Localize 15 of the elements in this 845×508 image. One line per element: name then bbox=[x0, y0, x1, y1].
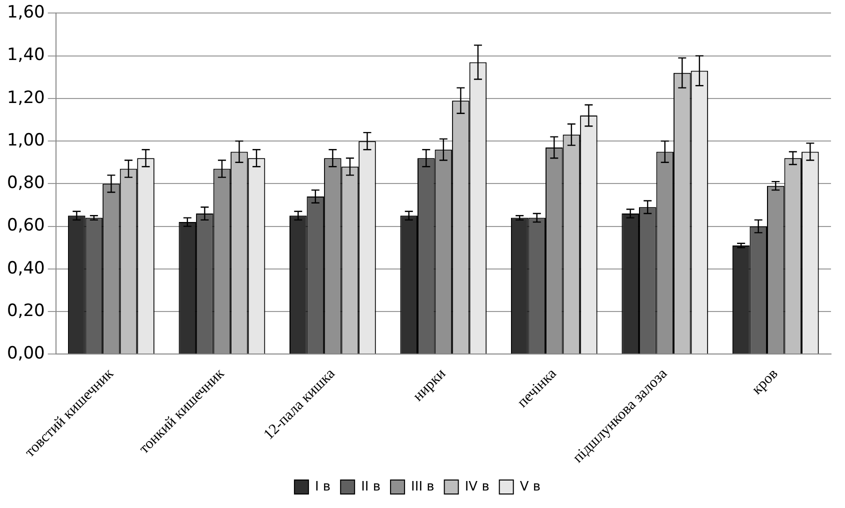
legend-label: III в bbox=[411, 479, 434, 494]
legend-label: V в bbox=[520, 479, 541, 494]
y-tick-label: 1,00 bbox=[6, 130, 45, 150]
legend-label: II в bbox=[361, 479, 381, 494]
legend-label: I в bbox=[314, 479, 331, 494]
y-tick-label: 1,20 bbox=[6, 88, 45, 108]
y-tick-label: 1,40 bbox=[6, 45, 45, 66]
y-tick-label: 0,60 bbox=[6, 216, 45, 236]
y-tick-label: 1,60 bbox=[6, 2, 45, 23]
legend-label: IV в bbox=[464, 479, 490, 494]
y-tick-label: 0,80 bbox=[6, 173, 45, 194]
x-tick-label: кров bbox=[749, 366, 782, 398]
y-tick-label: 0,20 bbox=[6, 300, 45, 321]
y-tick-label: 0,00 bbox=[6, 344, 45, 364]
y-tick-label: 0,40 bbox=[6, 258, 45, 278]
